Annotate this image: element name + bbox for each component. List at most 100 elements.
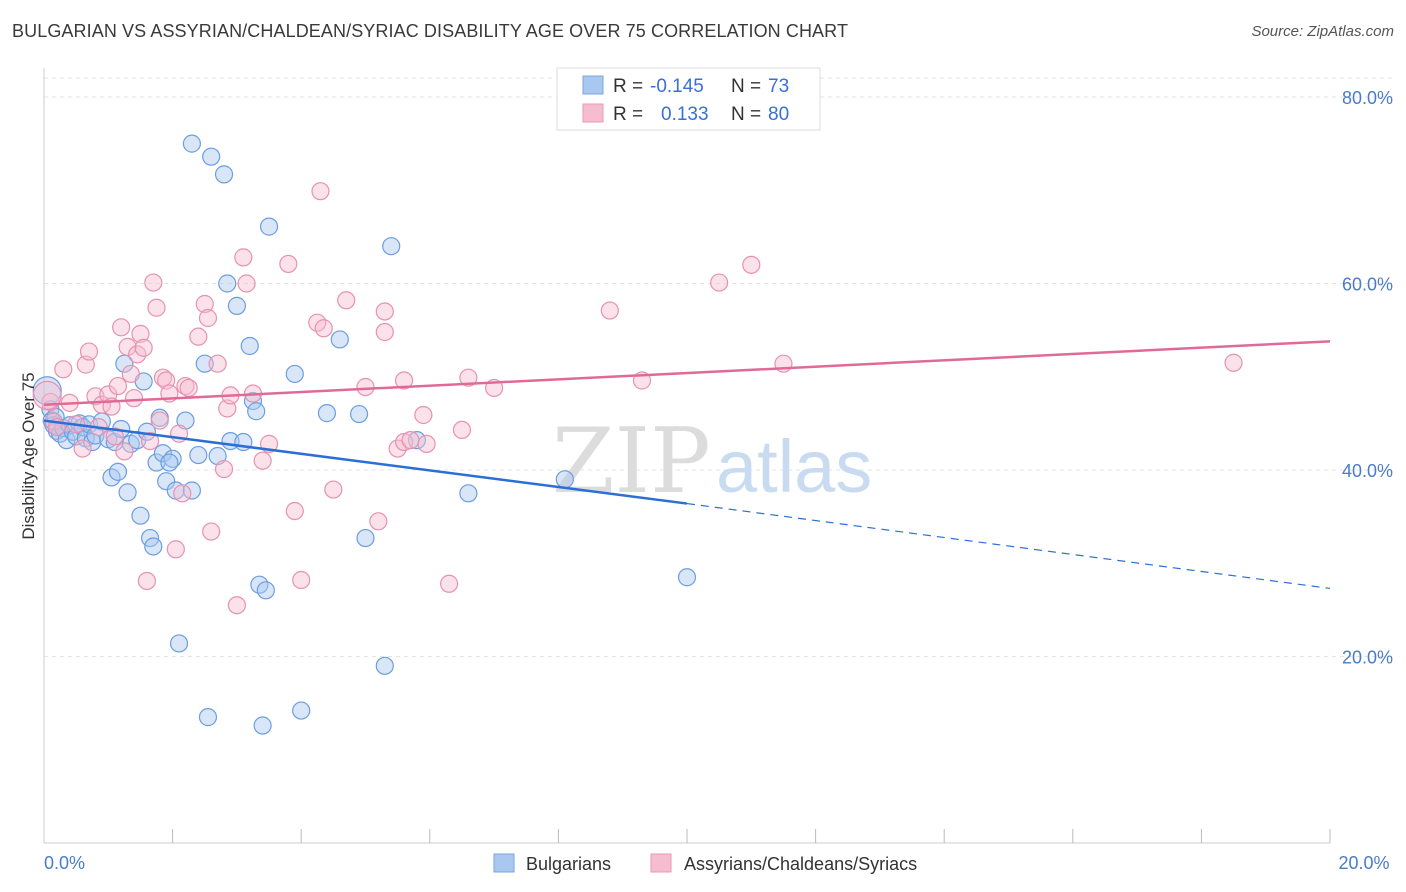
point-bulgarians-41 [182, 134, 201, 153]
point-bulgarians-44 [198, 708, 218, 727]
series-legend-swatch-bulgarians [493, 853, 515, 873]
point-bulgarians-57 [256, 581, 275, 600]
point-assyrians-56 [324, 480, 343, 499]
point-assyrians-14 [105, 427, 124, 446]
trend-lines [43, 340, 1331, 590]
point-assyrians-57 [337, 291, 356, 310]
point-assyrians-20 [124, 389, 144, 408]
point-bulgarians-54 [247, 402, 266, 421]
point-assyrians-42 [214, 459, 234, 479]
point-assyrians-23 [134, 338, 153, 357]
stats-legend: R = -0.145 N = 73 R = 0.133 N = 80 [556, 67, 821, 131]
point-bulgarians-58 [259, 217, 279, 236]
point-bulgarians-61 [317, 404, 337, 423]
trend-line-bulgarians [43, 419, 688, 505]
point-bulgarians-69 [555, 470, 574, 489]
point-assyrians-17 [115, 442, 134, 461]
series-legend-label-assyrians: Assyrians/Chaldeans/Syriacs [684, 854, 917, 874]
y-axis-label: Disability Age Over 75 [19, 372, 38, 539]
legend-r-label-1: R = [613, 76, 643, 97]
point-assyrians-29 [153, 368, 173, 387]
point-assyrians-45 [234, 248, 253, 267]
point-bulgarians-32 [144, 537, 163, 556]
legend-swatch-assyrians [582, 103, 604, 123]
point-assyrians-64 [394, 371, 414, 390]
point-bulgarians-62 [330, 330, 349, 349]
point-assyrians-61 [375, 302, 394, 321]
point-bulgarians-53 [243, 391, 263, 411]
point-assyrians-59 [369, 512, 388, 531]
point-assyrians-16 [112, 318, 131, 337]
point-assyrians-66 [414, 405, 433, 425]
point-assyrians-65 [401, 431, 420, 450]
point-assyrians-19 [121, 364, 140, 384]
point-bulgarians-45 [202, 147, 221, 166]
legend-swatch-bulgarians [582, 75, 604, 95]
point-assyrians-58 [356, 377, 375, 397]
point-bulgarians-56 [253, 716, 272, 735]
point-assyrians-75 [742, 255, 761, 274]
point-bulgarians-59 [285, 364, 304, 384]
point-assyrians-77 [1224, 353, 1243, 372]
point-bulgarians-68 [459, 484, 478, 503]
point-bulgarians-52 [240, 336, 259, 356]
legend-n-value-1: 73 [768, 76, 789, 97]
y-tick-label-80: 80.0% [1342, 88, 1393, 108]
series-legend-swatch-assyrians [650, 853, 672, 873]
point-assyrians-35 [176, 376, 195, 396]
legend-n-label-2: N = [731, 104, 761, 125]
y-tick-labels: 20.0% 40.0% 60.0% 80.0% [1342, 88, 1393, 668]
point-assyrians-22 [131, 324, 150, 343]
point-assyrians-21 [128, 345, 147, 364]
chart-title: BULGARIAN VS ASSYRIAN/CHALDEAN/SYRIAC DI… [12, 21, 849, 41]
trend-line-assyrians [43, 340, 1331, 406]
series-legend: Bulgarians Assyrians/Chaldeans/Syriacs [493, 853, 917, 874]
point-assyrians-78 [32, 380, 62, 410]
legend-r-value-1: -0.145 [650, 76, 704, 97]
y-tick-label-60: 60.0% [1342, 275, 1393, 295]
watermark-atlas: atlas [716, 425, 872, 508]
point-assyrians-44 [227, 596, 246, 615]
point-assyrians-8 [79, 342, 99, 361]
point-assyrians-0 [41, 392, 60, 412]
point-bulgarians-63 [349, 404, 369, 424]
point-bulgarians-60 [292, 701, 311, 720]
point-assyrians-34 [173, 484, 192, 503]
point-assyrians-74 [710, 273, 729, 292]
point-assyrians-54 [311, 182, 330, 201]
point-assyrians-39 [198, 308, 218, 328]
point-bulgarians-36 [157, 472, 176, 491]
point-assyrians-40 [202, 522, 221, 541]
point-assyrians-24 [137, 571, 156, 591]
point-bulgarians-43 [195, 354, 214, 373]
point-bulgarians-35 [153, 444, 173, 463]
point-bulgarians-65 [375, 656, 394, 675]
point-bulgarians-72 [160, 453, 179, 472]
x-tick-label-max: 20.0% [1338, 853, 1389, 873]
point-assyrians-46 [237, 274, 256, 293]
watermark-zip: ZIP [552, 409, 711, 514]
point-assyrians-27 [147, 298, 166, 317]
point-assyrians-55 [314, 319, 333, 338]
x-tick-label-min: 0.0% [44, 853, 85, 873]
point-assyrians-68 [439, 574, 459, 593]
point-assyrians-18 [118, 337, 137, 357]
point-bulgarians-25 [118, 483, 137, 502]
point-bulgarians-48 [218, 274, 237, 293]
point-assyrians-67 [417, 434, 436, 453]
point-bulgarians-66 [382, 237, 401, 256]
point-assyrians-70 [459, 368, 478, 387]
point-assyrians-41 [208, 354, 227, 373]
legend-n-label-1: N = [731, 76, 761, 97]
point-assyrians-3 [54, 360, 73, 379]
point-assyrians-37 [189, 327, 208, 346]
point-assyrians-48 [253, 451, 272, 470]
point-bulgarians-70 [677, 568, 697, 587]
point-bulgarians-22 [108, 462, 128, 481]
point-bulgarians-42 [189, 445, 208, 465]
y-tick-label-40: 40.0% [1342, 461, 1393, 481]
point-assyrians-25 [140, 431, 160, 451]
point-assyrians-32 [166, 540, 185, 559]
point-assyrians-72 [600, 301, 619, 320]
